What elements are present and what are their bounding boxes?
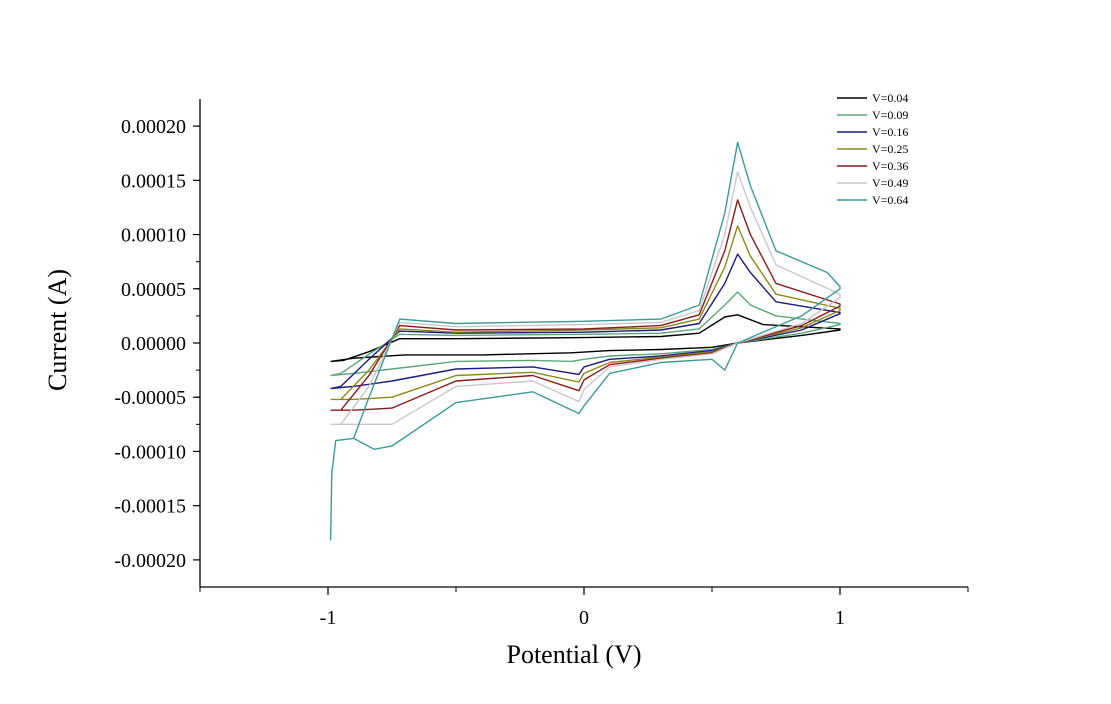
y-tick-label: -0.00020 (114, 550, 186, 572)
y-tick-label: 0.00020 (121, 116, 186, 138)
y-tick-label: 0.00000 (121, 333, 186, 355)
legend-label: V=0.36 (872, 159, 908, 173)
series-line-5 (330, 199, 841, 411)
legend-label: V=0.16 (872, 125, 908, 139)
series-line-2 (330, 291, 841, 377)
axes: 0.00020 0.00015 0.00010 0.00005 0.00000 -0.00… (114, 99, 969, 629)
y-tick-label: -0.00005 (114, 387, 186, 409)
series-line-3 (330, 253, 841, 390)
legend-label: V=0.04 (872, 91, 908, 105)
y-tick-label: 0.00010 (121, 225, 186, 247)
legend-label: V=0.49 (872, 176, 908, 190)
legend: V=0.04 V=0.09 V=0.16 V=0.25 V=0.36 V=0.49 V=0.… (837, 91, 908, 207)
y-axis-title: Current (A) (43, 269, 72, 391)
x-tick-label: 1 (835, 607, 845, 629)
y-tick-label: 0.00015 (121, 170, 186, 192)
series-line-7 (329, 141, 841, 541)
legend-label: V=0.25 (872, 142, 908, 156)
y-tick-label: -0.00015 (114, 496, 186, 518)
x-tick-label: 0 (579, 607, 589, 629)
y-tick-label: 0.00005 (121, 279, 186, 301)
series-group (329, 141, 841, 541)
legend-label: V=0.09 (872, 108, 908, 122)
series-line-1 (330, 314, 841, 363)
y-tick-label: -0.00010 (114, 441, 186, 463)
x-axis-title: Potential (V) (506, 640, 641, 669)
series-line-6 (330, 170, 841, 425)
legend-label: V=0.64 (872, 193, 908, 207)
x-tick-label: -1 (320, 607, 337, 629)
series-line-4 (330, 225, 841, 401)
